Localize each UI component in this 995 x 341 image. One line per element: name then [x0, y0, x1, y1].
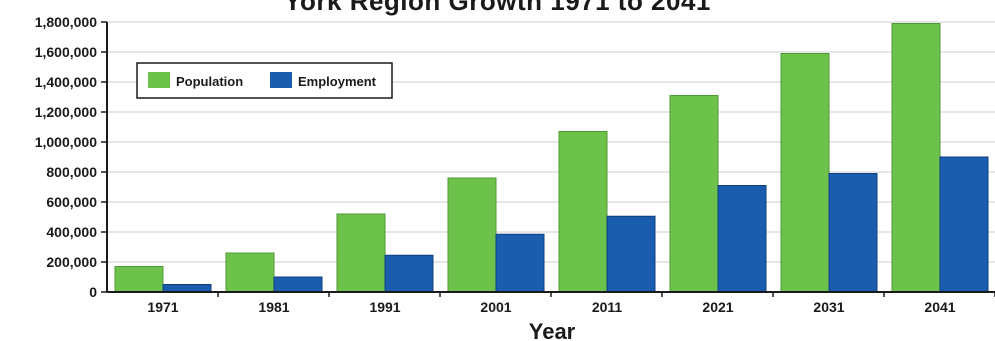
y-tick-label: 1,800,000	[35, 14, 97, 30]
y-tick-label: 1,600,000	[35, 44, 97, 60]
x-tick-label: 1971	[147, 299, 178, 315]
x-tick-label: 1981	[258, 299, 289, 315]
x-tick-label: 1991	[369, 299, 400, 315]
y-tick-label: 0	[89, 284, 97, 300]
legend: Population Employment	[136, 62, 393, 99]
legend-box	[136, 62, 393, 99]
x-tick-label: 2041	[924, 299, 955, 315]
y-tick-label: 1,400,000	[35, 74, 97, 90]
bar-employment-2031	[828, 173, 878, 293]
x-tick-labels: 1971 1981 1991 2001 2011 2021 2031 2041	[147, 299, 955, 315]
y-tick-label: 800,000	[46, 164, 97, 180]
legend-label-population: Population	[176, 74, 243, 89]
y-tick-label: 1,200,000	[35, 104, 97, 120]
bar-population-1971	[114, 266, 164, 293]
bar-population-2011	[558, 131, 608, 293]
chart-title: York Region Growth 1971 to 2041	[284, 0, 711, 16]
bar-employment-1991	[384, 254, 434, 293]
bar-population-2021	[669, 95, 719, 293]
bars	[114, 23, 989, 293]
y-tick-label: 1,000,000	[35, 134, 97, 150]
legend-label-employment: Employment	[298, 74, 377, 89]
bar-employment-2011	[606, 215, 656, 293]
legend-swatch-population	[148, 72, 170, 88]
y-tick-label: 400,000	[46, 224, 97, 240]
x-tick-label: 2031	[813, 299, 844, 315]
legend-swatch-employment	[270, 72, 292, 88]
x-tick-label: 2021	[702, 299, 733, 315]
bar-population-2031	[780, 53, 830, 293]
bar-employment-2041	[939, 156, 989, 293]
y-tick-label: 600,000	[46, 194, 97, 210]
bar-population-2041	[891, 23, 941, 293]
bar-employment-2021	[717, 185, 767, 293]
bar-population-1981	[225, 252, 275, 293]
y-tick-label: 200,000	[46, 254, 97, 270]
bar-employment-1971	[162, 284, 212, 293]
x-axis-label: Year	[529, 319, 576, 341]
bar-population-2001	[447, 177, 497, 293]
axes	[106, 22, 995, 293]
bar-employment-1981	[273, 276, 323, 293]
bar-employment-2001	[495, 233, 545, 293]
x-tick-label: 2001	[480, 299, 511, 315]
bar-population-1991	[336, 213, 386, 293]
y-tick-labels: 0 200,000 400,000 600,000 800,000 1,000,000 1,…	[35, 14, 98, 300]
x-tick-label: 2011	[592, 299, 623, 315]
